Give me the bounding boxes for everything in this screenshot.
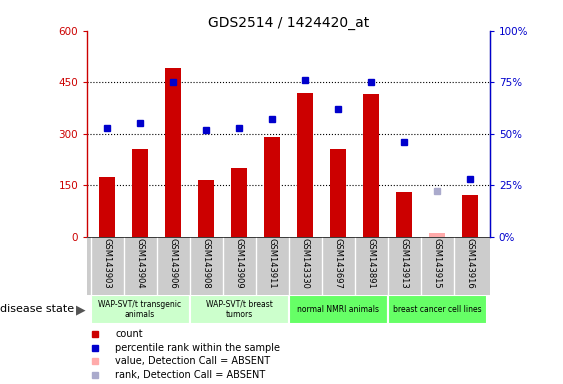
Bar: [396, 192, 412, 237]
Bar: [387, 295, 486, 324]
Text: GSM143330: GSM143330: [301, 238, 310, 289]
Text: percentile rank within the sample: percentile rank within the sample: [115, 343, 280, 353]
Text: GSM143906: GSM143906: [168, 238, 177, 289]
Bar: [363, 94, 379, 237]
Bar: [165, 68, 181, 237]
Text: GSM143913: GSM143913: [400, 238, 409, 289]
Bar: [198, 180, 215, 237]
Text: value, Detection Call = ABSENT: value, Detection Call = ABSENT: [115, 356, 271, 366]
Text: GSM143911: GSM143911: [267, 238, 276, 289]
Bar: [462, 195, 478, 237]
Text: ▶: ▶: [76, 303, 86, 316]
Bar: [297, 93, 313, 237]
Bar: [132, 149, 148, 237]
Bar: [99, 177, 115, 237]
Bar: [330, 149, 346, 237]
Text: GSM143908: GSM143908: [202, 238, 211, 289]
Text: WAP-SVT/t breast
tumors: WAP-SVT/t breast tumors: [205, 300, 272, 319]
Text: GSM143891: GSM143891: [367, 238, 376, 289]
Text: normal NMRI animals: normal NMRI animals: [297, 305, 379, 314]
Text: WAP-SVT/t transgenic
animals: WAP-SVT/t transgenic animals: [99, 300, 182, 319]
Text: GSM143697: GSM143697: [333, 238, 342, 289]
Bar: [91, 295, 190, 324]
Text: disease state: disease state: [0, 305, 74, 314]
Text: GSM143916: GSM143916: [466, 238, 475, 289]
Text: GSM143903: GSM143903: [102, 238, 111, 289]
Text: GSM143909: GSM143909: [235, 238, 244, 289]
Bar: [190, 295, 289, 324]
Bar: [289, 295, 387, 324]
Bar: [231, 168, 247, 237]
Text: GSM143915: GSM143915: [432, 238, 441, 289]
Text: GSM143904: GSM143904: [136, 238, 145, 289]
Text: breast cancer cell lines: breast cancer cell lines: [393, 305, 481, 314]
Bar: [264, 137, 280, 237]
Title: GDS2514 / 1424420_at: GDS2514 / 1424420_at: [208, 16, 369, 30]
Text: rank, Detection Call = ABSENT: rank, Detection Call = ABSENT: [115, 369, 266, 379]
Text: count: count: [115, 329, 143, 339]
Bar: [429, 233, 445, 237]
